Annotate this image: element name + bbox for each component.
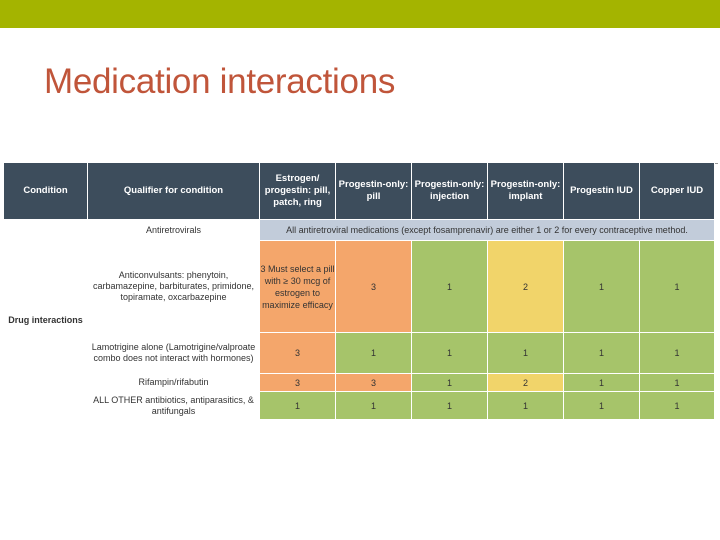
header-qualifier: Qualifier for condition — [87, 162, 260, 220]
category-cell: 1 — [563, 391, 640, 420]
category-cell: 1 — [259, 391, 336, 420]
header-condition: Condition — [3, 162, 88, 220]
category-cell: 1 — [639, 332, 715, 374]
table-row: Rifampin/rifabutin 3 3 1 2 1 1 — [4, 373, 715, 392]
category-cell: 1 — [487, 332, 564, 374]
qualifier-cell: Antiretrovirals — [87, 219, 260, 241]
table-row: Drug interactions Antiretrovirals All an… — [3, 219, 715, 420]
category-cell: 1 — [411, 240, 488, 333]
slide-title: Medication interactions — [44, 62, 396, 101]
qualifier-cell: Anticonvulsants: phenytoin, carbamazepin… — [87, 240, 260, 333]
category-cell: 1 — [487, 391, 564, 420]
category-cell: 3 — [335, 240, 412, 333]
category-cell: 1 — [639, 391, 715, 420]
medication-interactions-table: Condition Qualifier for condition Estrog… — [3, 162, 715, 420]
category-cell: 3 — [259, 373, 336, 392]
category-cell: 1 — [563, 332, 640, 374]
top-accent-bar — [0, 0, 720, 28]
header-progestin-implant: Progestin-only: implant — [487, 162, 564, 220]
category-cell: 1 — [335, 391, 412, 420]
table-row: ALL OTHER antibiotics, antiparasitics, &… — [4, 391, 715, 420]
category-cell: 1 — [563, 373, 640, 392]
category-cell: 1 — [563, 240, 640, 333]
category-cell: 2 — [487, 240, 564, 333]
header-combined-hormonal: Estrogen/ progestin: pill, patch, ring — [259, 162, 336, 220]
category-cell: 3 — [335, 373, 412, 392]
antiretroviral-note: All antiretroviral medications (except f… — [259, 219, 715, 241]
header-row: Condition Qualifier for condition Estrog… — [3, 162, 715, 220]
category-cell: 3 Must select a pill with ≥ 30 mcg of es… — [259, 240, 336, 333]
table-row: Anticonvulsants: phenytoin, carbamazepin… — [4, 240, 715, 333]
category-cell: 2 — [487, 373, 564, 392]
category-cell: 1 — [639, 373, 715, 392]
condition-label: Drug interactions — [3, 219, 88, 420]
header-progestin-iud: Progestin IUD — [563, 162, 640, 220]
header-progestin-injection: Progestin-only: injection — [411, 162, 488, 220]
category-cell: 1 — [639, 240, 715, 333]
category-cell: 1 — [411, 332, 488, 374]
category-cell: 1 — [335, 332, 412, 374]
header-progestin-pill: Progestin-only: pill — [335, 162, 412, 220]
qualifier-cell: Rifampin/rifabutin — [87, 373, 260, 392]
qualifier-cell: Lamotrigine alone (Lamotrigine/valproate… — [87, 332, 260, 374]
category-cell: 3 — [259, 332, 336, 374]
table-row: Lamotrigine alone (Lamotrigine/valproate… — [4, 332, 715, 374]
qualifier-cell: ALL OTHER antibiotics, antiparasitics, &… — [87, 391, 260, 420]
header-copper-iud: Copper IUD — [639, 162, 715, 220]
category-cell: 1 — [411, 373, 488, 392]
category-cell: 1 — [411, 391, 488, 420]
